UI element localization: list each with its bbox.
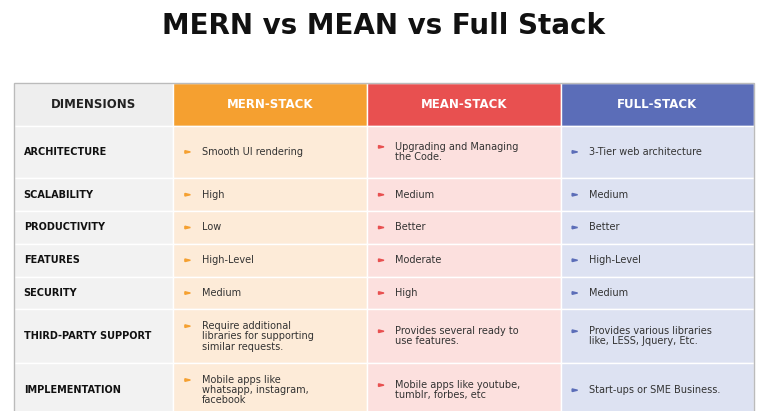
Text: High: High — [202, 190, 224, 200]
Bar — [367, 244, 561, 277]
Text: Require additional: Require additional — [202, 321, 291, 331]
Text: use features.: use features. — [396, 337, 459, 346]
Polygon shape — [185, 151, 190, 153]
Polygon shape — [185, 325, 190, 328]
Text: High-Level: High-Level — [589, 255, 641, 265]
Bar — [367, 211, 561, 244]
Text: Mobile apps like youtube,: Mobile apps like youtube, — [396, 380, 521, 390]
Bar — [174, 83, 367, 125]
Text: IMPLEMENTATION: IMPLEMENTATION — [24, 385, 121, 395]
Text: FULL-STACK: FULL-STACK — [617, 97, 697, 111]
Text: Start-ups or SME Business.: Start-ups or SME Business. — [589, 385, 720, 395]
Polygon shape — [185, 259, 190, 261]
Polygon shape — [379, 226, 384, 229]
Text: Moderate: Moderate — [396, 255, 442, 265]
Text: libraries for supporting: libraries for supporting — [202, 331, 313, 342]
Text: Medium: Medium — [396, 190, 435, 200]
Polygon shape — [572, 330, 578, 332]
Bar — [15, 211, 174, 244]
Text: whatsapp, instagram,: whatsapp, instagram, — [202, 385, 309, 395]
Bar — [15, 244, 174, 277]
Text: similar requests.: similar requests. — [202, 342, 283, 351]
Polygon shape — [572, 389, 578, 392]
Polygon shape — [572, 194, 578, 196]
Bar — [15, 178, 174, 211]
Text: Better: Better — [396, 222, 426, 233]
Polygon shape — [185, 292, 190, 294]
Polygon shape — [185, 379, 190, 381]
Polygon shape — [185, 194, 190, 196]
Text: tumblr, forbes, etc: tumblr, forbes, etc — [396, 390, 486, 400]
Polygon shape — [379, 292, 384, 294]
Text: Medium: Medium — [589, 190, 628, 200]
Polygon shape — [572, 259, 578, 261]
Bar — [174, 277, 367, 309]
Text: THIRD-PARTY SUPPORT: THIRD-PARTY SUPPORT — [24, 331, 151, 342]
Text: Medium: Medium — [589, 288, 628, 298]
Bar — [561, 309, 753, 363]
Bar — [561, 83, 753, 125]
Text: facebook: facebook — [202, 395, 246, 405]
Text: Medium: Medium — [202, 288, 241, 298]
Bar — [367, 309, 561, 363]
Text: SCALABILITY: SCALABILITY — [24, 190, 94, 200]
Bar — [367, 277, 561, 309]
Polygon shape — [379, 384, 384, 386]
Bar — [174, 309, 367, 363]
Text: Provides various libraries: Provides various libraries — [589, 326, 712, 336]
Bar — [561, 178, 753, 211]
Bar — [367, 363, 561, 411]
Bar — [367, 125, 561, 178]
Bar — [15, 125, 174, 178]
Text: High: High — [396, 288, 418, 298]
Text: Upgrading and Managing: Upgrading and Managing — [396, 142, 518, 152]
Text: DIMENSIONS: DIMENSIONS — [51, 97, 137, 111]
Text: SECURITY: SECURITY — [24, 288, 78, 298]
Text: MEAN-STACK: MEAN-STACK — [421, 97, 507, 111]
Polygon shape — [572, 292, 578, 294]
Bar — [561, 211, 753, 244]
Text: the Code.: the Code. — [396, 152, 442, 162]
Bar — [367, 83, 561, 125]
Text: like, LESS, Jquery, Etc.: like, LESS, Jquery, Etc. — [589, 337, 698, 346]
Bar — [15, 83, 174, 125]
Bar — [174, 211, 367, 244]
Text: Low: Low — [202, 222, 221, 233]
Polygon shape — [379, 145, 384, 148]
Bar — [561, 244, 753, 277]
Bar — [174, 244, 367, 277]
Text: Provides several ready to: Provides several ready to — [396, 326, 519, 336]
Text: 3-Tier web architecture: 3-Tier web architecture — [589, 147, 702, 157]
Polygon shape — [379, 259, 384, 261]
Bar — [561, 363, 753, 411]
Bar — [367, 178, 561, 211]
Text: ARCHITECTURE: ARCHITECTURE — [24, 147, 107, 157]
Text: MERN-STACK: MERN-STACK — [227, 97, 313, 111]
Bar — [15, 309, 174, 363]
Polygon shape — [185, 226, 190, 229]
Polygon shape — [379, 194, 384, 196]
Bar — [15, 277, 174, 309]
Polygon shape — [572, 151, 578, 153]
Bar — [174, 178, 367, 211]
Bar — [174, 363, 367, 411]
Polygon shape — [379, 330, 384, 332]
Text: Mobile apps like: Mobile apps like — [202, 375, 280, 385]
Text: Better: Better — [589, 222, 620, 233]
Text: FEATURES: FEATURES — [24, 255, 80, 265]
Text: MERN vs MEAN vs Full Stack: MERN vs MEAN vs Full Stack — [163, 12, 605, 39]
Bar — [15, 363, 174, 411]
Bar — [561, 277, 753, 309]
Text: High-Level: High-Level — [202, 255, 253, 265]
Text: PRODUCTIVITY: PRODUCTIVITY — [24, 222, 104, 233]
Bar — [561, 125, 753, 178]
Text: Smooth UI rendering: Smooth UI rendering — [202, 147, 303, 157]
Bar — [174, 125, 367, 178]
Polygon shape — [572, 226, 578, 229]
